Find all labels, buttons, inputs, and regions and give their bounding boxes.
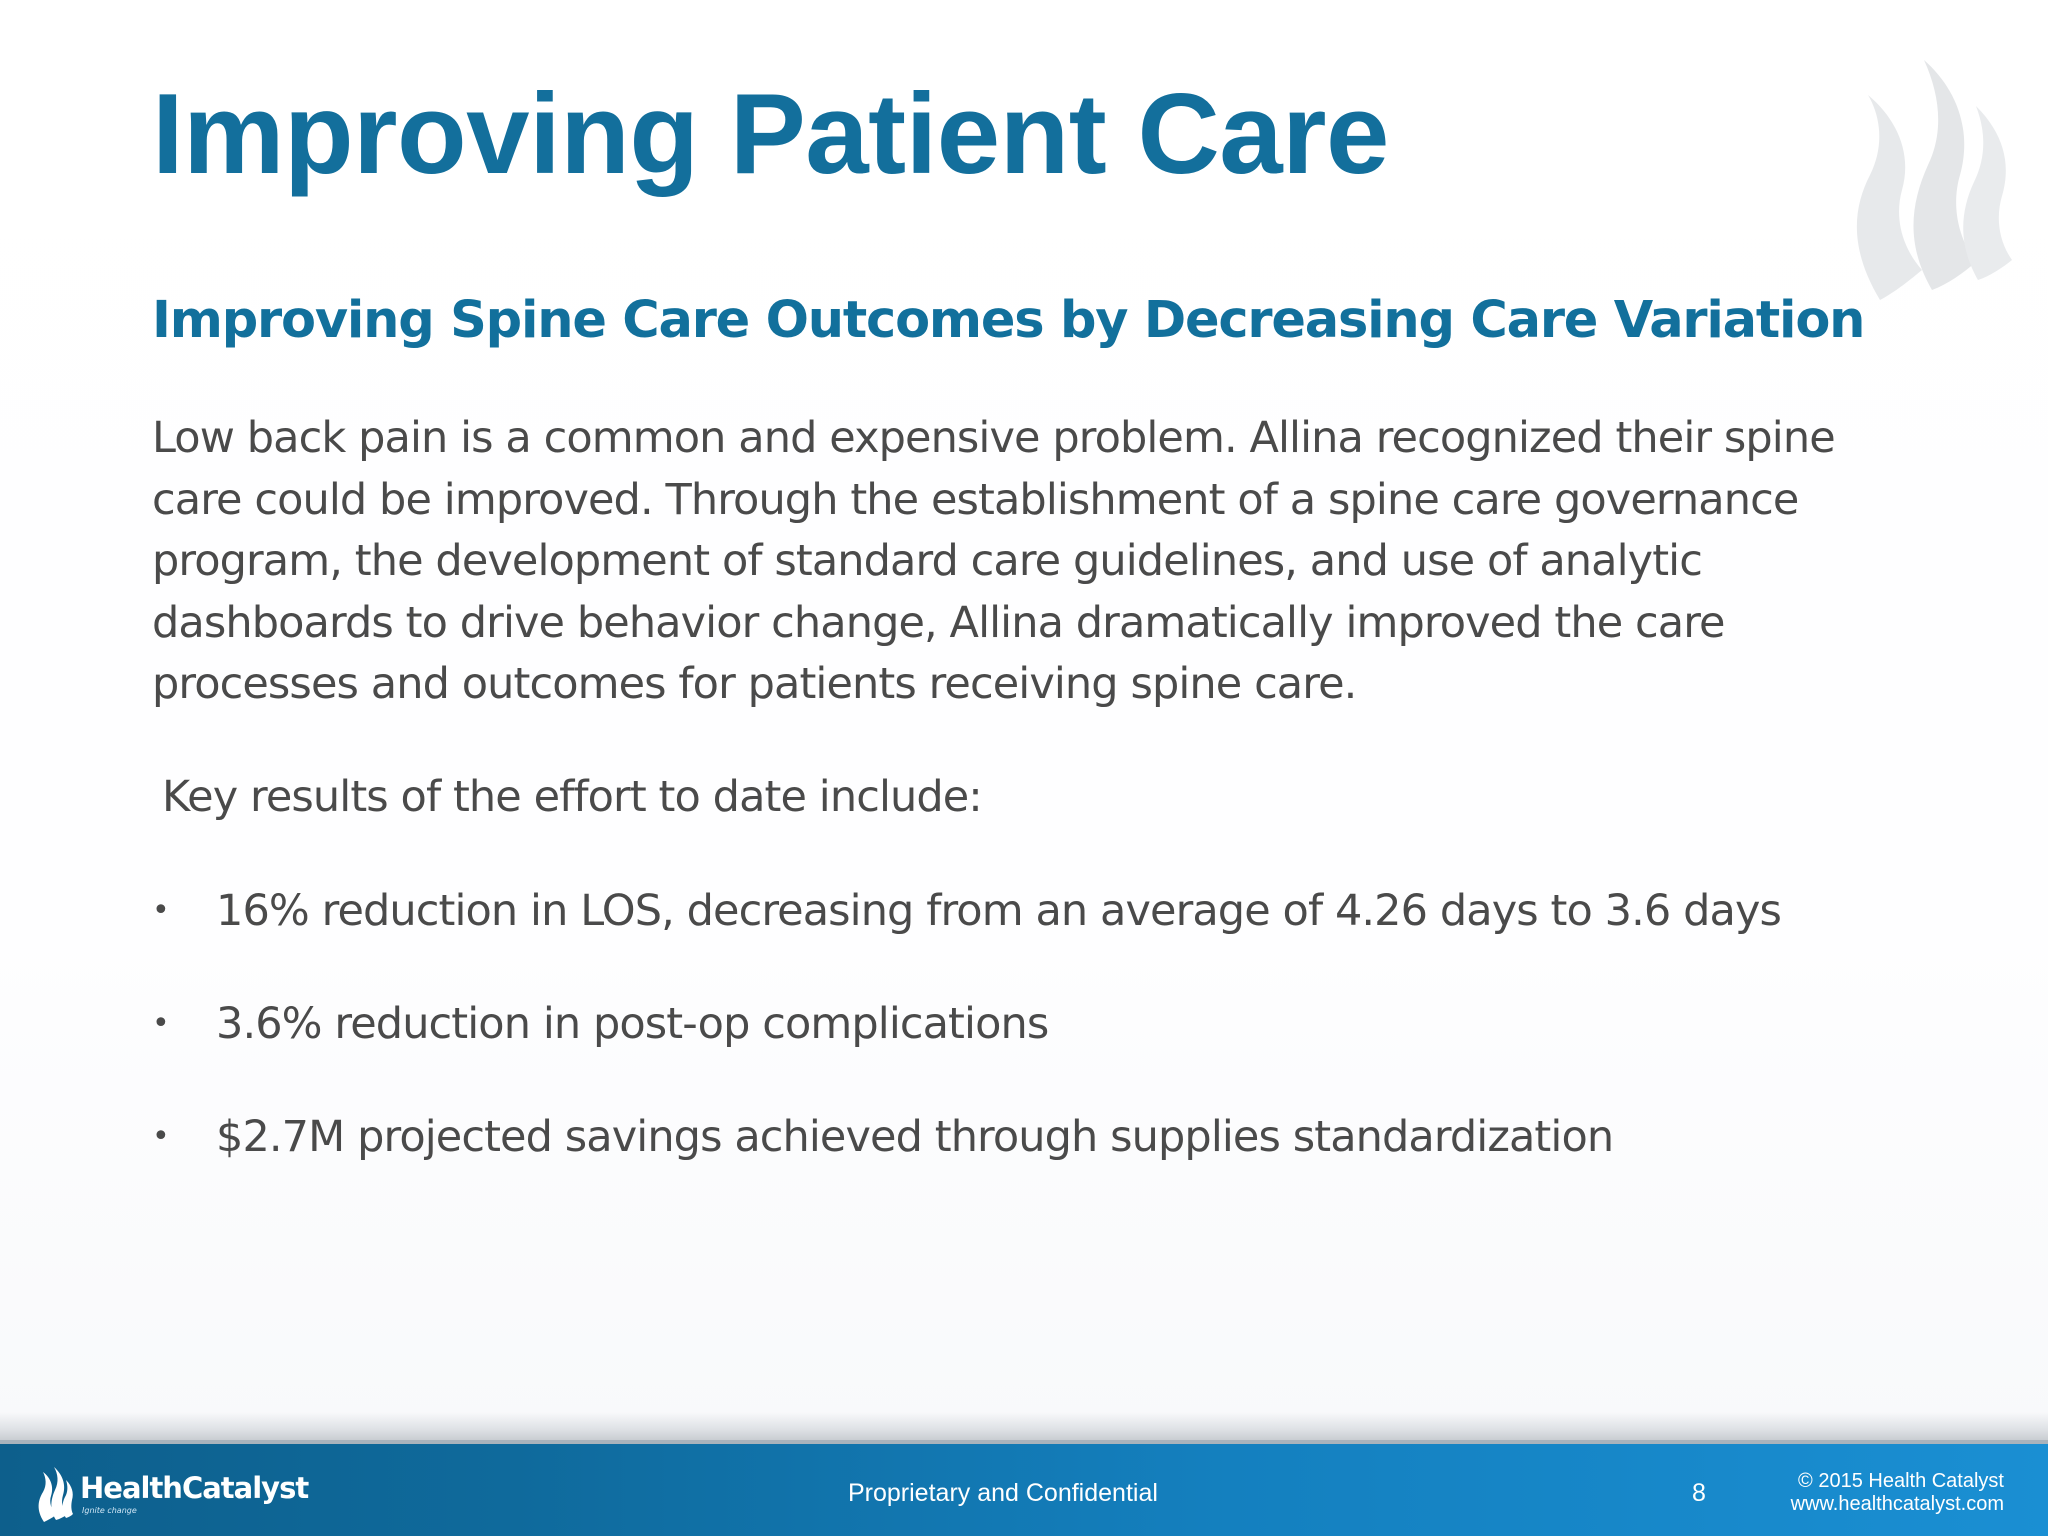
- page-number: 8: [1692, 1479, 1706, 1507]
- copyright-text: © 2015 Health Catalyst: [1798, 1470, 2004, 1492]
- health-catalyst-logo: HealthCatalyst Ignite change: [36, 1466, 309, 1524]
- footer-bar: HealthCatalyst Ignite change Proprietary…: [0, 1440, 2048, 1536]
- footer-shadow: [0, 1412, 2048, 1440]
- flame-watermark-icon: [1856, 60, 2012, 300]
- key-results-intro: Key results of the effort to date includ…: [162, 772, 983, 822]
- slide-title: Improving Patient Care: [152, 71, 1389, 198]
- slide-subtitle: Improving Spine Care Outcomes by Decreas…: [152, 291, 1865, 350]
- body-paragraph: Low back pain is a common and expensive …: [152, 413, 1836, 709]
- list-item-text: $2.7M projected savings achieved through…: [216, 1112, 1614, 1162]
- logo-tagline: Ignite change: [82, 1506, 137, 1515]
- copyright-block: © 2015 Health Catalyst www.healthcatalys…: [1791, 1470, 2004, 1516]
- list-item-text: 3.6% reduction in post-op complications: [216, 999, 1049, 1049]
- bullet-icon: •: [152, 893, 170, 928]
- flame-icon: [38, 1467, 73, 1522]
- bullet-icon: •: [152, 1119, 170, 1154]
- confidentiality-notice: Proprietary and Confidential: [848, 1479, 1158, 1507]
- website-url: www.healthcatalyst.com: [1790, 1493, 2004, 1515]
- logo-name: HealthCatalyst: [80, 1471, 309, 1505]
- list-item-text: 16% reduction in LOS, decreasing from an…: [216, 886, 1782, 936]
- bullet-icon: •: [152, 1006, 170, 1041]
